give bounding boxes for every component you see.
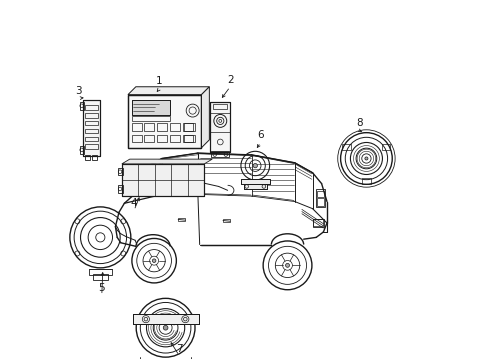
Bar [183, 123, 193, 131]
Text: 1: 1 [156, 76, 163, 86]
Bar [85, 144, 98, 149]
Bar [128, 95, 201, 148]
Bar [178, 218, 185, 221]
Bar [342, 144, 350, 150]
Bar [83, 100, 100, 156]
Bar [144, 135, 154, 143]
Bar [316, 189, 325, 207]
Bar [317, 191, 323, 197]
Bar [83, 100, 100, 156]
Bar [85, 129, 98, 134]
Text: 7: 7 [176, 343, 182, 354]
Bar [131, 100, 169, 115]
Bar [317, 198, 323, 206]
Bar [210, 102, 230, 152]
Bar [313, 220, 323, 226]
Bar [210, 102, 230, 152]
Bar [89, 269, 112, 275]
Circle shape [364, 157, 367, 160]
Bar [241, 179, 269, 184]
Polygon shape [128, 87, 209, 95]
Bar [183, 123, 194, 131]
Bar [132, 314, 198, 324]
Text: 6: 6 [257, 130, 264, 140]
Bar [131, 123, 142, 131]
Bar [381, 144, 389, 150]
Circle shape [152, 259, 156, 262]
Bar [144, 123, 154, 131]
Bar [85, 136, 98, 141]
Text: 4: 4 [130, 198, 137, 208]
Text: 8: 8 [355, 118, 362, 128]
Bar [80, 146, 83, 154]
Bar [183, 135, 194, 143]
Bar [312, 219, 324, 226]
Bar [80, 102, 83, 110]
Circle shape [163, 325, 167, 330]
Bar [93, 274, 107, 280]
Bar [122, 164, 204, 196]
Bar [131, 100, 169, 115]
Bar [117, 168, 122, 175]
Bar [157, 123, 167, 131]
Bar [213, 104, 227, 109]
Circle shape [285, 264, 289, 267]
Bar [244, 184, 266, 189]
Bar [131, 116, 169, 121]
Bar [170, 123, 180, 131]
Circle shape [253, 163, 257, 168]
Bar [132, 314, 198, 324]
Bar [362, 178, 370, 184]
Bar [223, 219, 230, 222]
Text: 5: 5 [98, 283, 105, 293]
Polygon shape [122, 159, 212, 164]
Polygon shape [201, 87, 209, 148]
Bar [241, 179, 269, 184]
Bar [211, 151, 229, 157]
Bar [157, 135, 167, 143]
Text: 3: 3 [75, 86, 82, 96]
Bar [128, 95, 201, 148]
Bar [85, 113, 98, 118]
Bar [85, 121, 98, 126]
Bar [117, 185, 122, 193]
Bar [92, 155, 97, 160]
Bar [183, 135, 193, 143]
Bar [131, 135, 142, 143]
Bar [85, 155, 90, 160]
Bar [170, 135, 180, 143]
Bar [122, 164, 204, 196]
Bar [85, 105, 98, 110]
Bar [244, 184, 266, 189]
Text: 2: 2 [226, 75, 233, 85]
